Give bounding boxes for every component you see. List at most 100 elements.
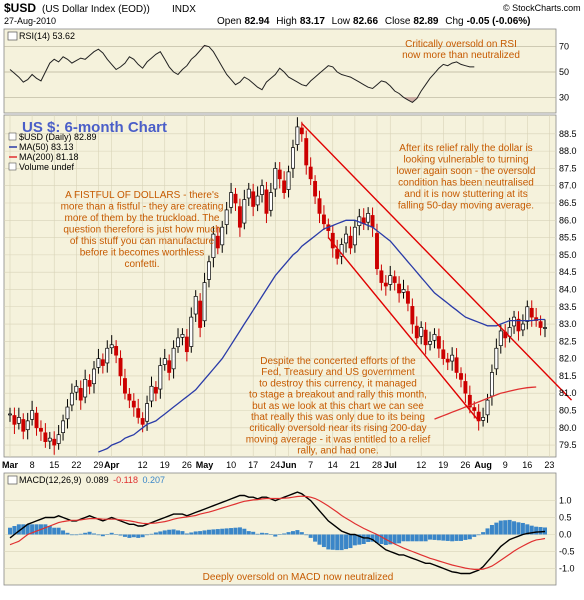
price-tick-label: 87.0 [559,181,577,191]
x-tick-label: 16 [522,460,532,470]
macd-hist-bar [56,527,61,535]
price-bar [153,381,158,402]
x-tick-label: 17 [248,460,258,470]
price-bar [114,340,119,364]
price-bar [286,165,291,198]
price-bar [375,223,379,275]
macd-hist-bar [534,526,539,535]
price-bar [211,226,216,268]
macd-hist-bar [198,531,203,535]
symbol: $USD [4,1,36,15]
macd-hist-bar [529,525,534,535]
price-bar [529,300,534,327]
macd-hist-bar [105,534,110,535]
rsi-annotation-line-2: now more than neutralized [402,50,520,61]
price-bar [538,315,543,336]
macd-hist-bar [78,533,83,535]
price-bar [8,407,12,422]
price-bar [83,369,88,404]
macd-hist-bar [392,534,397,544]
x-tick-label: Mar [2,460,19,470]
ma50-line [98,219,545,453]
chart-title: US $: 6-month Chart [22,119,167,136]
macd-hist-bar [114,534,119,535]
macd-hist-bar [357,534,362,545]
macd-hist-bar [145,534,150,536]
annotation-line: of this stuff you can manufacture [70,236,215,247]
price-bar [410,298,415,334]
price-bar [74,380,79,401]
x-tick-label: Apr [104,460,120,470]
macd-hist-bar [494,522,499,535]
price-bar [520,314,525,337]
macd-hist-bar [308,534,313,538]
price-bar [100,353,105,374]
price-bar [251,183,256,217]
annotation-line: and it is now stuttering at its [404,189,527,200]
ohlc-readout: Open 82.94 High 83.17 Low 82.66 Close 82.89 … [217,16,531,27]
macd-hist-bar [100,534,105,537]
macd-legend-icon [7,475,18,485]
price-bar [224,201,229,235]
price-bar [308,157,313,186]
rsi-tick-label: 30 [559,92,569,102]
price-bar [481,407,486,427]
price-bar [136,398,141,424]
price-bar [202,272,207,327]
macd-hist-bar [441,534,446,541]
macd-hist-bar [202,530,207,535]
macd-hist-bar [401,534,406,542]
x-tick-label: 12 [138,460,148,470]
macd-panel [3,472,557,586]
annotation-line: to destroy this currency, it managed [259,378,417,389]
macd-hist-bar [516,522,521,535]
annotation-line: confetti. [124,259,159,270]
macd-histogram [8,519,547,551]
macd-tick-label: 0.0 [559,530,572,540]
symbol-name: (US Dollar Index (EOD)) [42,4,150,15]
ma200-line [434,386,537,420]
macd-hist-bar [140,534,145,538]
annotation-line: but as we look at this chart we can see [252,401,424,412]
price-bar [96,348,101,374]
rsi-tick-label: 70 [559,42,569,52]
macd-hist-bar [436,534,441,541]
x-tick-label: 26 [460,460,470,470]
macd-hist-bar [352,534,357,546]
macd-tick-label: -0.5 [559,546,575,556]
x-tick-label: 8 [30,460,35,470]
x-tick-label: Jul [384,460,397,470]
macd-hist-bar [25,524,30,535]
price-bar [39,420,43,441]
macd-hist-bar [118,534,123,536]
price-bar [423,322,428,355]
price-bar [123,368,127,400]
price-bar [229,182,234,214]
price-bar [21,413,26,440]
macd-hist-bar [220,528,225,535]
price-bar [432,328,437,349]
macd-hist-bar [74,534,79,536]
price-bar [397,276,402,303]
macd-hist-bar [136,534,141,538]
macd-annotation: Deeply oversold on MACD now neutralized [203,572,394,583]
price-bar [198,293,203,338]
chart-date: 27-Aug-2010 [4,16,56,26]
annotation-line: Fed, Treasury and US government [261,367,415,378]
rsi-panel [3,28,557,114]
x-tick-label: 21 [350,460,360,470]
price-bar [220,220,225,253]
annotation-line: A FISTFUL OF DOLLARS - there's [65,190,219,201]
price-bars [8,117,547,455]
macd-hist-bar [503,520,508,535]
macd-hist-bar [127,534,132,538]
rsi-gridlines [4,46,556,98]
macd-hist-bar [485,528,490,535]
price-bar [171,340,176,379]
annotation-line: lower again soon - the oversold [397,166,536,177]
macd-tick-label: 0.5 [559,513,572,523]
price-bar [268,182,273,217]
price-bar [392,270,397,291]
price-bar [158,357,163,399]
price-bar [313,175,318,205]
